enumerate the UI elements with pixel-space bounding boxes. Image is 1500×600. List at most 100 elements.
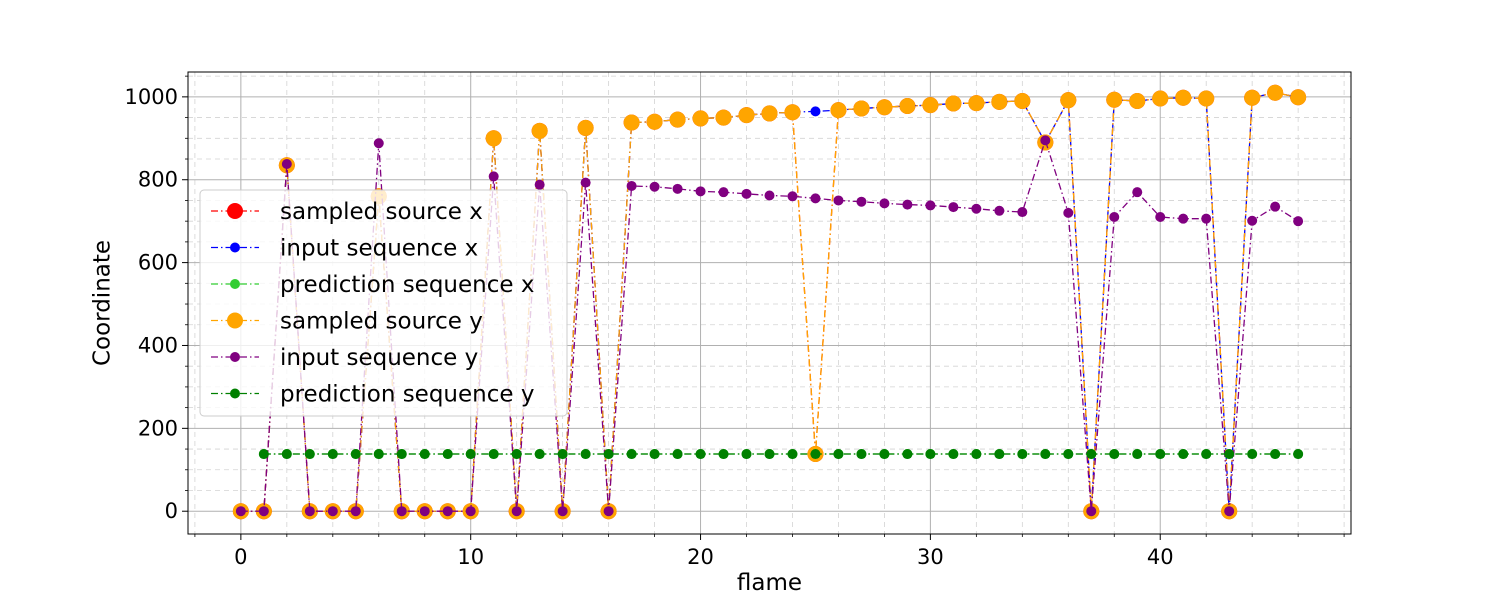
data-point: [646, 113, 663, 130]
data-point: [695, 449, 706, 460]
data-point: [1109, 449, 1120, 460]
data-point: [787, 449, 798, 460]
series-6: [258, 449, 1304, 460]
data-point: [833, 449, 844, 460]
series-5: [235, 135, 1304, 517]
data-point: [1014, 93, 1031, 110]
data-point: [465, 449, 476, 460]
legend-label: prediction sequence x: [280, 272, 534, 298]
data-point: [718, 449, 729, 460]
data-point: [902, 449, 913, 460]
data-point: [1178, 449, 1189, 460]
data-point: [488, 449, 499, 460]
data-point: [373, 449, 384, 460]
data-point: [810, 106, 821, 117]
data-point: [1086, 449, 1097, 460]
data-point: [485, 130, 502, 147]
y-tick-label: 200: [138, 416, 178, 440]
data-point: [1175, 89, 1192, 106]
data-point: [649, 449, 660, 460]
data-point: [603, 506, 614, 517]
legend-label: input sequence x: [280, 236, 478, 262]
data-point: [534, 449, 545, 460]
legend-item: prediction sequence x: [211, 272, 534, 298]
data-point: [1155, 212, 1166, 223]
data-point: [1178, 213, 1189, 224]
data-point: [902, 199, 913, 210]
data-point: [853, 100, 870, 117]
data-point: [626, 180, 637, 191]
legend-marker: [227, 203, 243, 219]
data-point: [922, 97, 939, 114]
data-point: [1155, 449, 1166, 460]
data-point: [830, 102, 847, 119]
data-point: [304, 449, 315, 460]
data-point: [1040, 449, 1051, 460]
data-point: [991, 93, 1008, 110]
data-point: [925, 200, 936, 211]
data-point: [715, 109, 732, 126]
data-point: [945, 95, 962, 112]
data-point: [1040, 135, 1051, 146]
data-point: [1132, 449, 1143, 460]
data-point: [764, 190, 775, 201]
data-point: [557, 449, 568, 460]
data-point: [1247, 449, 1258, 460]
data-point: [669, 111, 686, 128]
data-point: [281, 158, 292, 169]
legend: sampled source x input sequence x predicti…: [199, 189, 568, 417]
data-point: [1267, 84, 1284, 101]
data-point: [511, 506, 522, 517]
legend-marker: [227, 312, 243, 329]
data-point: [235, 506, 246, 517]
data-point: [396, 506, 407, 517]
legend-marker: [230, 242, 240, 253]
data-point: [1224, 506, 1235, 517]
legend-marker: [230, 388, 240, 399]
data-point: [1017, 207, 1028, 218]
data-point: [833, 195, 844, 206]
data-point: [580, 449, 591, 460]
data-point: [879, 449, 890, 460]
data-point: [1152, 90, 1169, 107]
data-point: [1224, 449, 1235, 460]
data-point: [1106, 91, 1123, 108]
data-point: [442, 506, 453, 517]
data-point: [1086, 506, 1097, 517]
data-point: [442, 449, 453, 460]
data-point: [692, 110, 709, 127]
data-point: [1063, 207, 1074, 218]
data-point: [1198, 90, 1215, 107]
data-point: [258, 506, 269, 517]
x-tick-label: 20: [687, 545, 714, 569]
data-point: [1017, 449, 1028, 460]
data-point: [741, 449, 752, 460]
data-point: [1293, 449, 1304, 460]
data-point: [419, 506, 430, 517]
x-tick-label: 0: [234, 545, 247, 569]
data-point: [419, 449, 430, 460]
data-point: [1109, 212, 1120, 223]
plot-series: [232, 84, 1307, 520]
data-point: [856, 196, 867, 207]
data-point: [534, 179, 545, 190]
legend-label: sampled source y: [280, 309, 483, 335]
data-point: [764, 449, 775, 460]
data-point: [784, 104, 801, 121]
data-point: [327, 449, 338, 460]
data-point: [327, 506, 338, 517]
data-point: [899, 97, 916, 114]
data-point: [948, 202, 959, 213]
plot-frame: [187, 71, 1352, 535]
data-point: [876, 99, 893, 116]
data-point: [695, 186, 706, 197]
data-point: [971, 203, 982, 214]
y-tick-label: 0: [165, 499, 178, 523]
data-point: [1290, 89, 1307, 106]
legend-label: sampled source x: [280, 199, 483, 225]
x-tick-label: 40: [1147, 545, 1174, 569]
data-point: [258, 449, 269, 460]
data-point: [623, 114, 640, 131]
data-point: [879, 198, 890, 209]
